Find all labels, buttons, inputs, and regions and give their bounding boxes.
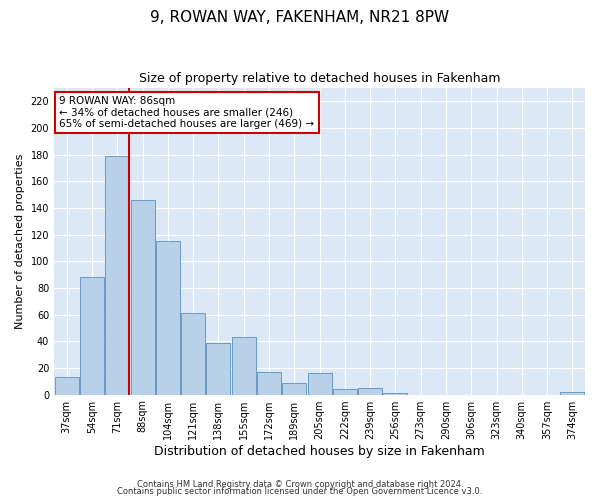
Text: Contains public sector information licensed under the Open Government Licence v3: Contains public sector information licen… xyxy=(118,487,482,496)
Title: Size of property relative to detached houses in Fakenham: Size of property relative to detached ho… xyxy=(139,72,500,86)
X-axis label: Distribution of detached houses by size in Fakenham: Distribution of detached houses by size … xyxy=(154,444,485,458)
Text: Contains HM Land Registry data © Crown copyright and database right 2024.: Contains HM Land Registry data © Crown c… xyxy=(137,480,463,489)
Text: 9, ROWAN WAY, FAKENHAM, NR21 8PW: 9, ROWAN WAY, FAKENHAM, NR21 8PW xyxy=(151,10,449,25)
Bar xyxy=(156,242,180,394)
Bar xyxy=(308,374,332,394)
Y-axis label: Number of detached properties: Number of detached properties xyxy=(15,154,25,329)
Bar xyxy=(131,200,155,394)
Bar xyxy=(181,314,205,394)
Bar xyxy=(333,390,357,394)
Bar xyxy=(358,388,382,394)
Bar xyxy=(282,382,306,394)
Bar xyxy=(257,372,281,394)
Text: 9 ROWAN WAY: 86sqm
← 34% of detached houses are smaller (246)
65% of semi-detach: 9 ROWAN WAY: 86sqm ← 34% of detached hou… xyxy=(59,96,314,129)
Bar xyxy=(105,156,129,394)
Bar xyxy=(560,392,584,394)
Bar xyxy=(55,378,79,394)
Bar xyxy=(80,278,104,394)
Bar xyxy=(232,338,256,394)
Bar xyxy=(206,342,230,394)
